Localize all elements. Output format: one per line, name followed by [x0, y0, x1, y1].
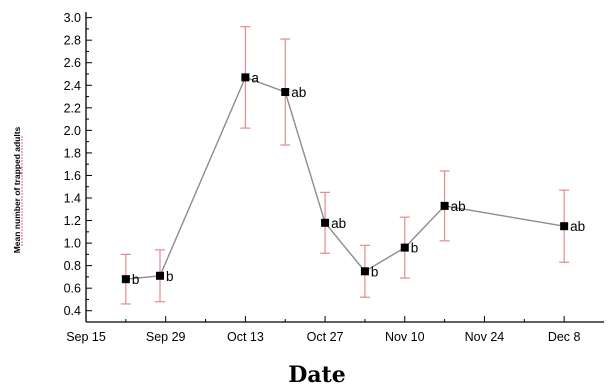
y-tick-label: 2.8	[64, 34, 81, 48]
data-point-marker	[440, 201, 449, 210]
y-tick-label: 0.4	[64, 304, 81, 318]
y-tick-label: 1.6	[64, 169, 81, 183]
x-tick-label: Nov 10	[385, 330, 425, 344]
y-tick-label: 2.0	[64, 124, 81, 138]
significance-label: b	[132, 272, 140, 287]
data-point-marker	[121, 275, 130, 284]
y-tick-label: 1.2	[64, 214, 81, 228]
data-point-marker	[560, 222, 569, 231]
x-tick-label: Sep 15	[66, 330, 106, 344]
data-point-marker	[360, 267, 369, 276]
y-axis-title: Mean number of trapped adults	[12, 126, 22, 253]
y-tick-label: 0.6	[64, 282, 81, 296]
significance-label: ab	[570, 219, 585, 234]
significance-label: b	[371, 264, 379, 279]
y-tick-label: 2.2	[64, 101, 81, 115]
y-tick-label: 1.0	[64, 237, 81, 251]
error-bars	[120, 26, 570, 305]
x-tick-label: Dec 8	[548, 330, 581, 344]
data-point-marker	[321, 218, 330, 227]
x-tick-label: Oct 27	[307, 330, 344, 344]
significance-label: ab	[331, 216, 346, 231]
y-tick-label: 2.4	[64, 79, 81, 93]
data-point-marker	[281, 88, 290, 97]
series-line	[125, 76, 565, 280]
significance-labels: b b a ab ab b b ab ab	[132, 70, 585, 287]
data-point-marker	[241, 73, 250, 82]
significance-label: ab	[291, 85, 306, 100]
data-point-marker	[400, 243, 409, 252]
data-point-marker	[156, 271, 164, 280]
x-axis-title: Date	[288, 362, 346, 388]
y-tick-label: 1.8	[64, 146, 81, 160]
series-line-path	[125, 76, 565, 280]
y-tick-label: 3.0	[64, 11, 81, 25]
y-tick-label: 1.4	[64, 192, 81, 206]
tick-marks: 0.4 0.6 0.8 1.0 1.2 1.4 1.6 1.8 2.0 2.2 2.4 2.6 2.8 3…	[64, 11, 581, 344]
significance-label: a	[251, 70, 259, 85]
y-tick-label: 2.6	[64, 56, 81, 70]
y-tick-label: 0.8	[64, 259, 81, 273]
x-tick-label: Oct 13	[227, 330, 264, 344]
significance-label: ab	[451, 199, 466, 214]
x-tick-label: Sep 29	[146, 330, 186, 344]
axes	[85, 12, 604, 323]
significance-label: b	[166, 269, 174, 284]
x-tick-label: Nov 24	[465, 330, 505, 344]
significance-label: b	[411, 241, 419, 256]
data-markers	[121, 73, 569, 284]
